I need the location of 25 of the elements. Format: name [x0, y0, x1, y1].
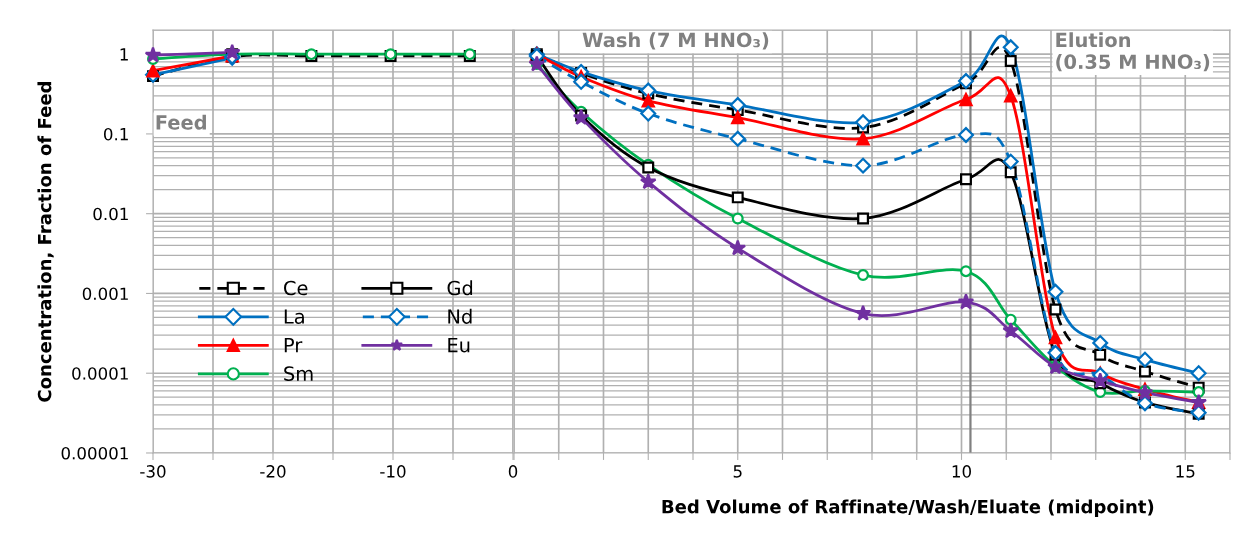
annotation: Feed: [156, 114, 206, 130]
x-tick-label: -30: [140, 465, 166, 478]
legend-label: Ce: [284, 280, 308, 296]
y-axis-title: Concentration, Fraction of Feed: [37, 81, 54, 402]
y-tick-label: 0.1: [103, 127, 128, 141]
x-axis-title: Bed Volume of Raffinate/Wash/Eluate (midpoint): [662, 499, 1154, 517]
legend-label: La: [284, 309, 304, 324]
y-tick-label: 0.00001: [61, 446, 128, 460]
legend-label: Pr: [284, 337, 303, 353]
legend-label: Nd: [448, 308, 472, 324]
y-tick-label: 0.01: [93, 207, 128, 221]
y-tick-label: 0.0001: [72, 367, 128, 380]
annotation: Elution (0.35 M HNO₃): [1056, 32, 1210, 72]
x-tick-label: 0: [508, 465, 518, 478]
legend-label: Eu: [448, 337, 470, 353]
annotation: Wash (7 M HNO₃): [582, 32, 769, 50]
x-tick-label: 5: [733, 465, 742, 478]
y-tick-label: 1: [120, 48, 128, 61]
x-tick-label: 10: [952, 465, 971, 478]
legend-label: Sm: [284, 366, 313, 381]
x-tick-label: -10: [380, 465, 406, 478]
y-tick-label: 0.001: [82, 287, 128, 301]
legend-label: Gd: [447, 280, 473, 296]
x-tick-label: 15: [1176, 465, 1195, 478]
x-tick-label: -20: [260, 465, 286, 478]
